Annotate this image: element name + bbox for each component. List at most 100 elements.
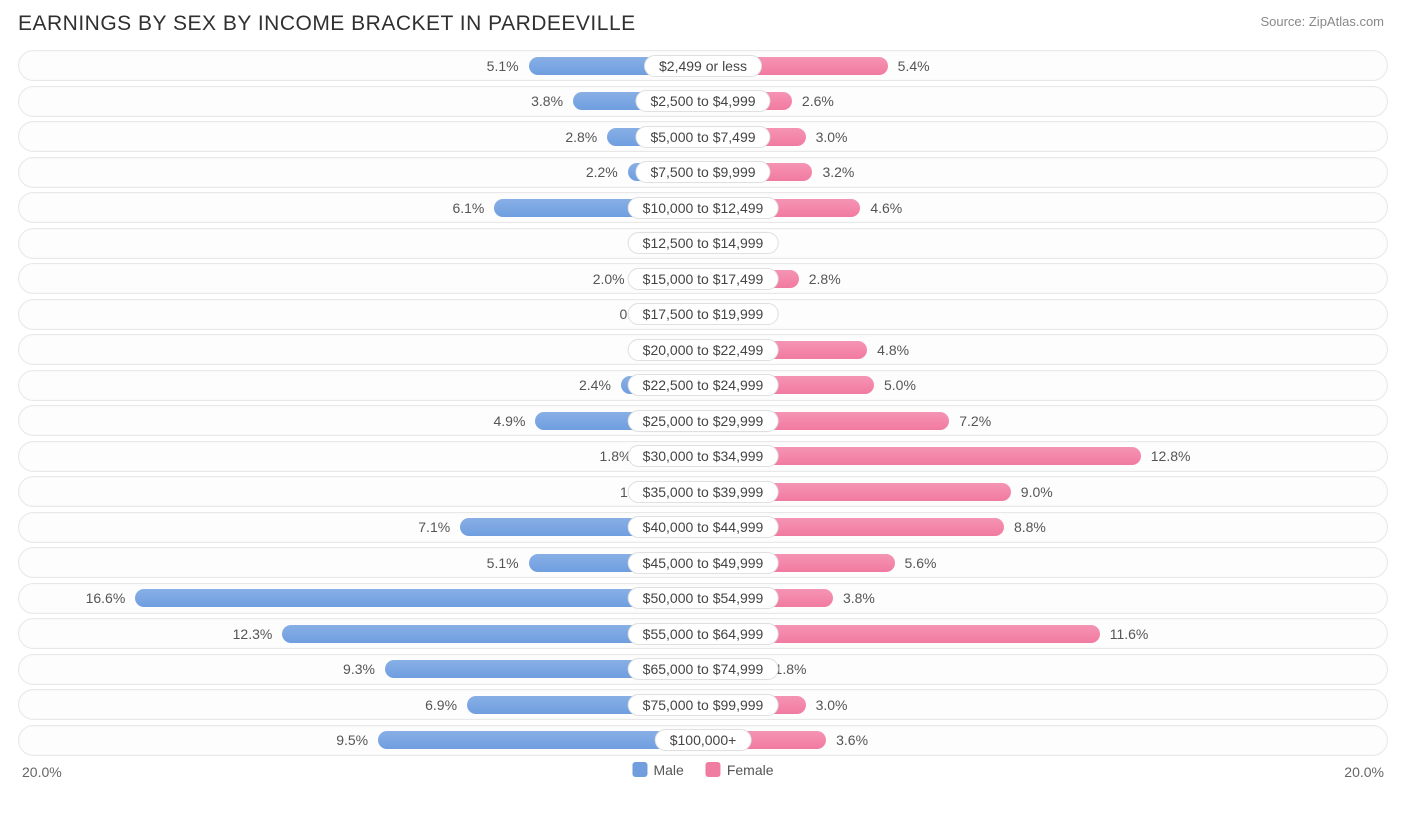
female-swatch-icon <box>706 762 721 777</box>
source-attribution: Source: ZipAtlas.com <box>1260 14 1384 29</box>
male-half: 5.1% <box>19 51 703 80</box>
bar-row: 3.8% 2.6% $2,500 to $4,999 <box>18 86 1388 117</box>
bracket-label: $25,000 to $29,999 <box>628 410 779 432</box>
bar-row: 6.9% 3.0% $75,000 to $99,999 <box>18 689 1388 720</box>
legend-male: Male <box>632 762 683 778</box>
female-half: 12.8% <box>703 442 1387 471</box>
bar-row: 1.8%12.8%$30,000 to $34,999 <box>18 441 1388 472</box>
male-pct-label: 5.1% <box>487 554 529 572</box>
female-pct-label: 3.0% <box>806 128 848 146</box>
male-half: 4.9% <box>19 406 703 435</box>
bar-row: 6.1% 4.6%$10,000 to $12,499 <box>18 192 1388 223</box>
female-pct-label: 11.6% <box>1100 625 1149 643</box>
bar-row: 2.0% 2.8% $15,000 to $17,499 <box>18 263 1388 294</box>
bar-row: 5.1%5.6%$45,000 to $49,999 <box>18 547 1388 578</box>
bracket-label: $5,000 to $7,499 <box>635 126 770 148</box>
bracket-label: $75,000 to $99,999 <box>628 694 779 716</box>
chart-title: EARNINGS BY SEX BY INCOME BRACKET IN PAR… <box>18 12 1388 36</box>
male-half: 12.3% <box>19 619 703 648</box>
female-half: 3.0% <box>703 690 1387 719</box>
female-pct-label: 3.2% <box>812 163 854 181</box>
bracket-label: $12,500 to $14,999 <box>628 232 779 254</box>
female-pct-label: 5.6% <box>895 554 937 572</box>
female-half: 0.4% <box>703 229 1387 258</box>
bracket-label: $2,500 to $4,999 <box>635 90 770 112</box>
bracket-label: $15,000 to $17,499 <box>628 268 779 290</box>
male-half: 0.0% <box>19 335 703 364</box>
female-pct-label: 7.2% <box>949 412 991 430</box>
male-half: 7.1% <box>19 513 703 542</box>
bracket-label: $17,500 to $19,999 <box>628 303 779 325</box>
bracket-label: $50,000 to $54,999 <box>628 587 779 609</box>
bracket-label: $40,000 to $44,999 <box>628 516 779 538</box>
bar-row: 12.3%11.6%$55,000 to $64,999 <box>18 618 1388 649</box>
bracket-label: $35,000 to $39,999 <box>628 481 779 503</box>
bar-row: 0.0%0.4%$12,500 to $14,999 <box>18 228 1388 259</box>
female-half: 0.8% <box>703 300 1387 329</box>
male-half: 5.1% <box>19 548 703 577</box>
bracket-label: $2,499 or less <box>644 55 762 77</box>
chart-footer: 20.0% Male Female 20.0% <box>18 762 1388 786</box>
female-half: 4.8% <box>703 335 1387 364</box>
axis-max-right: 20.0% <box>1344 764 1384 780</box>
diverging-bar-chart: 5.1%5.4%$2,499 or less 3.8% 2.6% $2,500 to … <box>18 50 1388 756</box>
female-half: 3.0% <box>703 122 1387 151</box>
bracket-label: $100,000+ <box>655 729 752 751</box>
bar-row: 1.2%9.0%$35,000 to $39,999 <box>18 476 1388 507</box>
male-pct-label: 6.1% <box>452 199 494 217</box>
bar-row: 16.6% 3.8% $50,000 to $54,999 <box>18 583 1388 614</box>
male-half: 9.3% <box>19 655 703 684</box>
bar-row: 9.5% 3.6% $100,000+ <box>18 725 1388 756</box>
bracket-label: $20,000 to $22,499 <box>628 339 779 361</box>
bar-row: 0.0%4.8%$20,000 to $22,499 <box>18 334 1388 365</box>
male-pct-label: 16.6% <box>86 589 136 607</box>
bracket-label: $10,000 to $12,499 <box>628 197 779 219</box>
female-half: 3.8% <box>703 584 1387 613</box>
female-half: 7.2% <box>703 406 1387 435</box>
male-half: 2.4% <box>19 371 703 400</box>
male-pct-label: 2.8% <box>565 128 607 146</box>
male-half: 1.8% <box>19 442 703 471</box>
male-half: 0.0% <box>19 229 703 258</box>
bracket-label: $30,000 to $34,999 <box>628 445 779 467</box>
male-half: 16.6% <box>19 584 703 613</box>
male-pct-label: 7.1% <box>418 518 460 536</box>
bar-row: 7.1% 8.8% $40,000 to $44,999 <box>18 512 1388 543</box>
female-pct-label: 3.6% <box>826 731 868 749</box>
male-pct-label: 5.1% <box>487 57 529 75</box>
bar-row: 4.9% 7.2% $25,000 to $29,999 <box>18 405 1388 436</box>
bar-row: 2.8% 3.0% $5,000 to $7,499 <box>18 121 1388 152</box>
bracket-label: $65,000 to $74,999 <box>628 658 779 680</box>
female-pct-label: 3.0% <box>806 696 848 714</box>
male-pct-label: 12.3% <box>233 625 283 643</box>
female-half: 8.8% <box>703 513 1387 542</box>
female-pct-label: 5.0% <box>874 376 916 394</box>
bar-row: 0.99%0.8%$17,500 to $19,999 <box>18 299 1388 330</box>
female-pct-label: 3.8% <box>833 589 875 607</box>
female-pct-label: 8.8% <box>1004 518 1046 536</box>
female-half: 4.6% <box>703 193 1387 222</box>
male-pct-label: 6.9% <box>425 696 467 714</box>
axis-max-left: 20.0% <box>22 764 62 780</box>
female-half: 1.8% <box>703 655 1387 684</box>
bar-row: 5.1%5.4%$2,499 or less <box>18 50 1388 81</box>
male-half: 9.5% <box>19 726 703 755</box>
legend-female-label: Female <box>727 762 774 778</box>
female-half: 9.0% <box>703 477 1387 506</box>
bar-row: 9.3%1.8%$65,000 to $74,999 <box>18 654 1388 685</box>
bracket-label: $7,500 to $9,999 <box>635 161 770 183</box>
female-pct-label: 2.8% <box>799 270 841 288</box>
male-swatch-icon <box>632 762 647 777</box>
legend: Male Female <box>632 762 773 778</box>
female-half: 11.6% <box>703 619 1387 648</box>
male-half: 2.2% <box>19 158 703 187</box>
female-half: 3.6% <box>703 726 1387 755</box>
female-pct-label: 2.6% <box>792 92 834 110</box>
female-half: 5.0% <box>703 371 1387 400</box>
male-pct-label: 4.9% <box>494 412 536 430</box>
bar-row: 2.2% 3.2% $7,500 to $9,999 <box>18 157 1388 188</box>
legend-male-label: Male <box>653 762 683 778</box>
male-half: 2.0% <box>19 264 703 293</box>
male-half: 3.8% <box>19 87 703 116</box>
male-pct-label: 2.4% <box>579 376 621 394</box>
